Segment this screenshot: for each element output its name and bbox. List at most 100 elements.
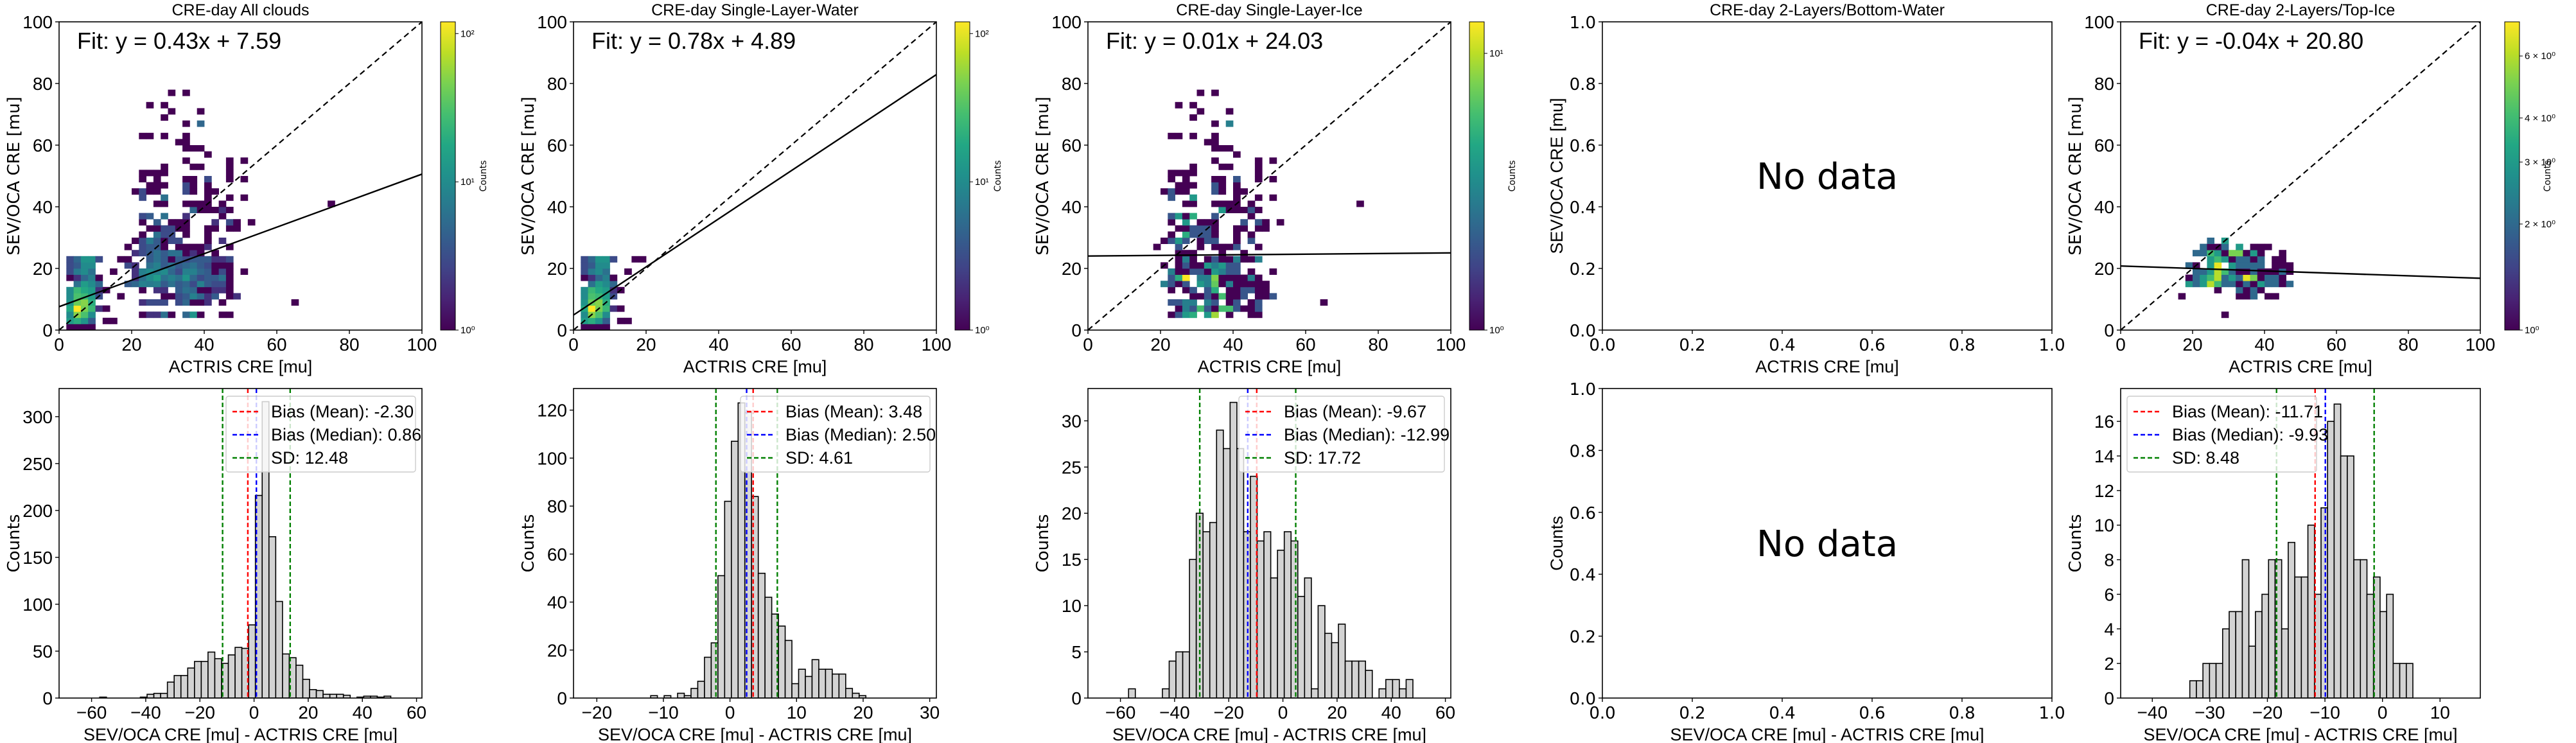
y-tick-label: 80 — [33, 74, 53, 94]
heatmap-cell — [1182, 238, 1190, 244]
y-tick-label: 25 — [1062, 457, 1082, 477]
heatmap-cell — [2214, 286, 2222, 293]
heatmap-cell — [2185, 262, 2193, 269]
heatmap-cell — [197, 145, 205, 152]
heatmap-cell — [1189, 170, 1197, 177]
heatmap-cell — [1233, 194, 1241, 201]
heatmap-cell — [1225, 243, 1234, 250]
x-tick-label: 0.4 — [1769, 336, 1795, 355]
legend-entry: Bias (Mean): -11.71 — [2172, 402, 2323, 421]
heatmap-cell — [1175, 256, 1183, 263]
heatmap-cell — [2214, 250, 2222, 257]
heatmap-cell — [161, 281, 168, 288]
heatmap-cell — [153, 274, 161, 281]
heatmap-cell — [602, 324, 610, 330]
y-axis-label: Counts — [519, 514, 538, 573]
heatmap-cell — [240, 176, 249, 182]
colorbar-tick-label: 3 × 10⁰ — [2525, 157, 2555, 168]
heatmap-cell — [1225, 299, 1234, 306]
heatmap-cell — [95, 286, 103, 293]
x-tick-label: 20 — [636, 335, 656, 354]
histogram-bar — [214, 658, 222, 698]
heatmap-cell — [1247, 305, 1256, 312]
heatmap-cell — [124, 243, 132, 250]
heatmap-cell — [153, 200, 161, 207]
heatmap-cell — [1196, 225, 1205, 232]
heatmap-cell — [624, 317, 632, 324]
heatmap-cell — [197, 256, 205, 263]
heatmap-cell — [211, 250, 219, 257]
heatmap-cell — [2236, 243, 2243, 250]
heatmap-cell — [204, 151, 212, 158]
heatmap-cell — [182, 89, 190, 96]
heatmap-cell — [595, 256, 603, 263]
heatmap-cell — [2236, 274, 2243, 281]
heatmap-cell — [1225, 262, 1234, 269]
x-tick-label: 60 — [407, 703, 426, 722]
heatmap-cell — [225, 163, 234, 170]
heatmap-cell — [73, 317, 82, 324]
heatmap-cell — [153, 262, 161, 269]
heatmap-cell — [595, 317, 603, 324]
heatmap-cell — [66, 305, 74, 312]
heatmap-cell — [1254, 194, 1263, 201]
heatmap-cell — [1196, 268, 1205, 275]
heatmap-cell — [1262, 293, 1270, 300]
no-data-annotation: No data — [1757, 156, 1898, 198]
heatmap-cell — [1168, 268, 1175, 275]
heatmap-cell — [1168, 219, 1175, 226]
heatmap-cell — [609, 274, 618, 281]
heatmap-cell — [2250, 274, 2258, 281]
heatmap-cell — [1182, 170, 1190, 177]
heatmap-cell — [1196, 89, 1205, 96]
x-axis-label: ACTRIS CRE [mu] — [1755, 357, 1899, 376]
heatmap-cell — [189, 268, 198, 275]
histogram-bar — [1263, 531, 1272, 698]
heatmap-cell — [1269, 293, 1277, 300]
heatmap-cell — [153, 286, 161, 293]
heatmap-cell — [1225, 311, 1234, 319]
y-tick-label: 0.4 — [1570, 198, 1596, 218]
y-tick-label: 120 — [537, 401, 567, 421]
heatmap-cell — [197, 293, 205, 300]
subplot-scatter-all-clouds: CRE-day All clouds 0 20 40 60 80 100 0 20 40 60 80 1… — [4, 1, 489, 376]
x-tick-label: 0.0 — [1589, 336, 1615, 355]
plot-area — [59, 22, 422, 330]
heatmap-cell — [1247, 207, 1256, 213]
heatmap-cell — [1225, 200, 1234, 207]
heatmap-cell — [1189, 268, 1197, 275]
histogram-bar — [2399, 663, 2407, 698]
histogram-bar — [2392, 663, 2401, 698]
heatmap-cell — [1204, 268, 1212, 275]
histogram-bar — [2333, 403, 2342, 698]
heatmap-cell — [2200, 281, 2207, 288]
heatmap-cell — [189, 250, 198, 257]
heatmap-cell — [95, 305, 103, 312]
heatmap-cell — [1189, 262, 1197, 269]
y-tick-label: 0.8 — [1570, 75, 1596, 94]
heatmap-cell — [139, 299, 146, 306]
heatmap-cell — [1189, 194, 1197, 201]
histogram-bar — [1365, 670, 1373, 698]
heatmap-cell — [1218, 188, 1227, 195]
heatmap-cell — [1254, 281, 1263, 288]
histogram-bar — [838, 673, 846, 698]
heatmap-cell — [1233, 262, 1241, 269]
histogram-bar — [2366, 593, 2374, 698]
y-tick-label: 12 — [2094, 481, 2114, 501]
histogram-bar — [1202, 531, 1211, 698]
x-axis-label: ACTRIS CRE [mu] — [169, 357, 313, 376]
heatmap-cell — [1182, 268, 1190, 275]
x-tick-label: 80 — [1368, 335, 1388, 354]
heatmap-cell — [146, 281, 154, 288]
heatmap-cell — [66, 274, 74, 281]
heatmap-cell — [1204, 231, 1212, 238]
x-tick-label: 20 — [2182, 335, 2202, 354]
heatmap-cell — [80, 317, 89, 324]
y-tick-label: 14 — [2094, 446, 2114, 466]
histogram-bar — [1317, 605, 1326, 698]
heatmap-cell — [139, 176, 146, 182]
heatmap-cell — [211, 207, 219, 213]
heatmap-cell — [588, 286, 596, 293]
x-tick-label: 0 — [725, 703, 735, 722]
